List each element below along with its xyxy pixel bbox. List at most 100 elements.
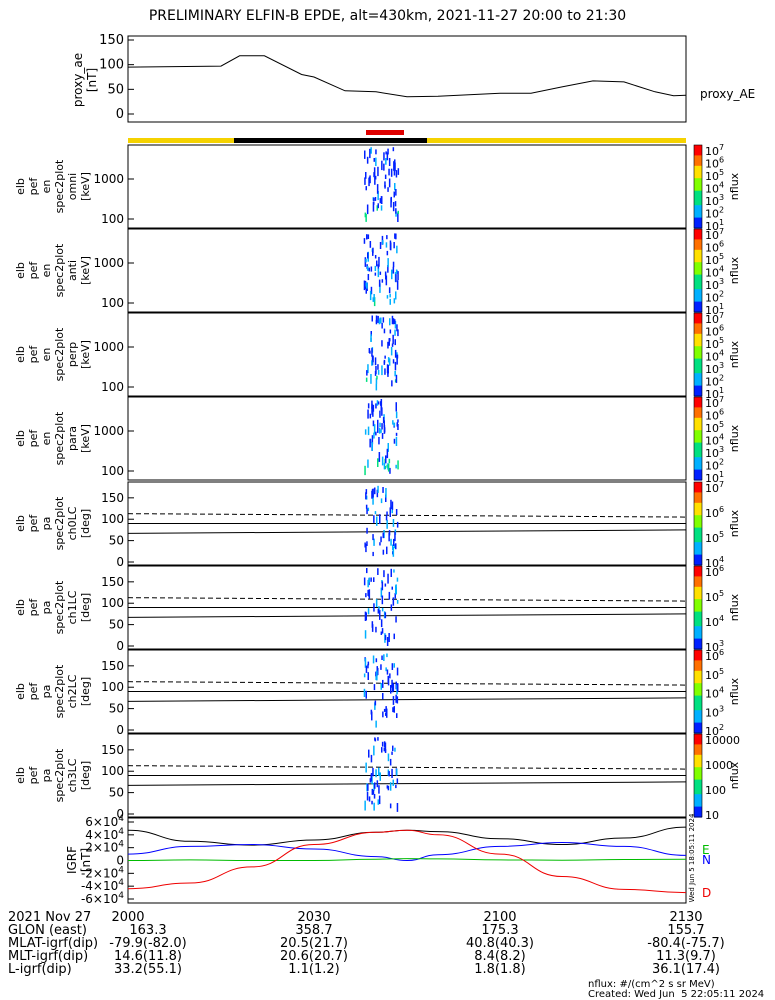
ch1LC-colorbar-swatch — [694, 597, 702, 600]
ch3LC-colorbar-swatch — [694, 775, 702, 779]
ch2LC-colorbar-tick: 102 — [705, 723, 724, 738]
omni-pixel — [397, 168, 400, 175]
perp-pixel — [384, 368, 386, 375]
perp-pixel — [374, 357, 377, 366]
ch3LC-pixel — [365, 762, 367, 773]
para-pixel — [381, 423, 383, 430]
ch2LC-colorbar-swatch — [694, 728, 702, 732]
para-pixel — [369, 413, 372, 419]
anti-colorbar-swatch — [694, 264, 702, 267]
anti-colorbar-frame — [693, 228, 703, 313]
perp-ylabel-1: pef — [27, 345, 40, 364]
perp-colorbar-swatch — [694, 385, 702, 389]
ch0LC-pixel — [379, 542, 381, 546]
ch3LC-colorbar-swatch — [694, 802, 702, 806]
ch2LC-colorbar-tick: 105 — [705, 667, 724, 682]
ch0LC-pixel — [390, 499, 392, 509]
ch3LC-pixel — [366, 791, 369, 801]
para-pixel — [380, 400, 382, 411]
perp-colorbar-swatch — [694, 379, 702, 383]
ch1LC-colorbar-swatch — [694, 605, 702, 609]
ch0LC-colorbar-label: nflux — [728, 509, 741, 537]
para-pixel — [383, 425, 386, 434]
ch2LC-pixel — [386, 708, 388, 718]
omni-ylabel-0: elb — [14, 178, 27, 195]
ch1LC-pixel — [364, 630, 367, 639]
ch2LC-pixel — [363, 673, 366, 678]
ch1LC-pixel — [381, 607, 384, 612]
ch3LC-colorbar-swatch — [694, 808, 702, 812]
anti-pixel — [381, 279, 384, 283]
ch3LC-pixel — [391, 751, 393, 755]
para-pixel — [373, 432, 375, 439]
omni-pixel — [368, 178, 370, 187]
perp-pixel — [389, 338, 391, 342]
ch2LC-pixel — [367, 672, 369, 680]
ch2LC-colorbar-swatch — [694, 718, 702, 722]
perp-pixel — [397, 329, 399, 337]
proxy-ae-ylabel: proxy_ae — [71, 53, 85, 107]
anti-colorbar-swatch — [694, 295, 702, 299]
anti-colorbar-swatch — [694, 245, 702, 249]
ch1LC-spectrogram-marks — [363, 568, 399, 646]
igrf-ytick-label: 2×104 — [85, 840, 124, 855]
anti-colorbar-swatch — [694, 241, 702, 245]
omni-pixel — [379, 198, 382, 204]
ch3LC-pixel — [368, 749, 370, 758]
anti-ylabel-5: [keV] — [79, 256, 92, 285]
coord-value: 1.8(1.8) — [474, 962, 526, 977]
omni-pixel — [375, 149, 377, 155]
omni-colorbar-swatch — [694, 198, 702, 202]
para-ylabel-3: spec2plot — [53, 411, 66, 465]
perp-pixel — [394, 361, 397, 371]
ch2LC-colorbar-swatch — [694, 716, 702, 720]
perp-colorbar-swatch — [694, 344, 702, 347]
perp-colorbar-swatch — [694, 329, 702, 333]
status-bar-black — [234, 138, 427, 143]
ch2LC-pixel — [392, 696, 395, 705]
para-colorbar-swatch — [694, 405, 702, 408]
ch3LC-pixel — [370, 774, 372, 782]
igrf-vertical-stamp: Wed Jun 5 18:05:11 2024 — [688, 813, 696, 902]
para-colorbar-swatch — [694, 438, 702, 442]
anti-pixel — [367, 274, 370, 281]
ch3LC-colorbar-frame — [693, 733, 703, 818]
ch0LC-loss-cone-line — [127, 529, 687, 534]
omni-colorbar-frame — [693, 144, 703, 229]
anti-colorbar-swatch — [694, 256, 702, 259]
ch1LC-pixel — [373, 603, 375, 612]
para-ylabel-1: pef — [27, 429, 40, 448]
ch2LC-colorbar-swatch — [694, 720, 702, 724]
ch0LC-colorbar-swatch — [694, 556, 702, 560]
ch1LC-pixel — [375, 599, 378, 607]
igrf-ytick-label: -4×104 — [81, 878, 124, 893]
ch1LC-colorbar-swatch — [694, 588, 702, 592]
para-colorbar-swatch — [694, 461, 702, 464]
anti-pixel — [379, 242, 382, 249]
status-bar-yellow-left — [128, 138, 234, 143]
ch1LC-colorbar-swatch — [694, 628, 702, 631]
anti-colorbar-tick: 102 — [705, 290, 724, 305]
anti-colorbar-swatch — [694, 266, 702, 270]
ch0LC-colorbar-swatch — [694, 525, 702, 529]
perp-pixel — [388, 338, 390, 346]
ch3LC-pixel — [372, 789, 375, 795]
perp-colorbar-swatch — [694, 348, 702, 351]
date-label: 2021 Nov 27 — [8, 910, 92, 925]
ch2LC-colorbar-swatch — [694, 699, 702, 703]
ch3LC-colorbar-swatch — [694, 736, 702, 739]
para-pixel — [367, 403, 370, 409]
omni-colorbar-swatch — [694, 192, 702, 196]
anti-pixel — [367, 252, 369, 259]
ch1LC-ylabel-0: elb — [14, 599, 27, 616]
para-colorbar-swatch — [694, 467, 702, 471]
para-pixel — [395, 411, 398, 419]
omni-colorbar-swatch — [694, 211, 702, 215]
omni-pixel — [381, 160, 383, 171]
ch3LC-colorbar-swatch — [694, 790, 702, 793]
para-pixel — [380, 429, 382, 433]
igrf-series-N — [127, 858, 687, 861]
omni-pixel — [366, 156, 369, 164]
ch0LC-colorbar-swatch — [694, 546, 702, 549]
perp-pixel — [370, 374, 372, 384]
